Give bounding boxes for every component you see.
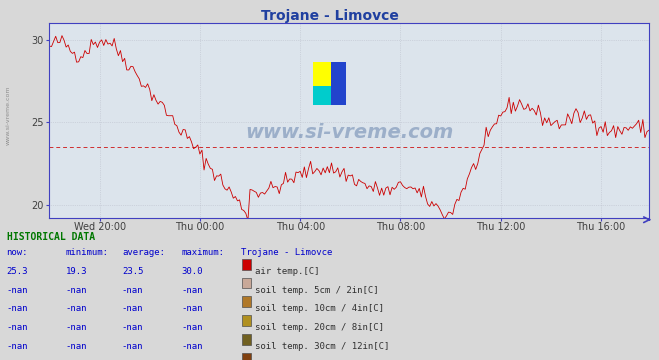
Text: -nan: -nan	[66, 342, 88, 351]
Text: -nan: -nan	[66, 323, 88, 332]
Text: minimum:: minimum:	[66, 248, 109, 257]
Text: -nan: -nan	[181, 342, 203, 351]
Text: -nan: -nan	[7, 323, 28, 332]
Text: 19.3: 19.3	[66, 267, 88, 276]
Text: HISTORICAL DATA: HISTORICAL DATA	[7, 232, 95, 242]
Text: Trojane - Limovce: Trojane - Limovce	[260, 9, 399, 23]
Text: -nan: -nan	[122, 304, 144, 313]
Text: soil temp. 30cm / 12in[C]: soil temp. 30cm / 12in[C]	[255, 342, 389, 351]
Text: -nan: -nan	[66, 304, 88, 313]
Text: -nan: -nan	[7, 304, 28, 313]
Text: www.si-vreme.com: www.si-vreme.com	[5, 85, 11, 145]
Text: 30.0: 30.0	[181, 267, 203, 276]
Text: average:: average:	[122, 248, 165, 257]
Text: air temp.[C]: air temp.[C]	[255, 267, 320, 276]
Text: -nan: -nan	[122, 323, 144, 332]
Bar	[313, 86, 331, 105]
Text: soil temp. 5cm / 2in[C]: soil temp. 5cm / 2in[C]	[255, 285, 379, 294]
Text: now:: now:	[7, 248, 28, 257]
Text: -nan: -nan	[181, 304, 203, 313]
Text: 25.3: 25.3	[7, 267, 28, 276]
Text: 23.5: 23.5	[122, 267, 144, 276]
Text: -nan: -nan	[7, 285, 28, 294]
Text: -nan: -nan	[7, 342, 28, 351]
Bar	[313, 62, 331, 86]
Text: -nan: -nan	[66, 285, 88, 294]
Text: www.si-vreme.com: www.si-vreme.com	[245, 123, 453, 142]
Text: maximum:: maximum:	[181, 248, 224, 257]
Text: soil temp. 20cm / 8in[C]: soil temp. 20cm / 8in[C]	[255, 323, 384, 332]
Text: soil temp. 10cm / 4in[C]: soil temp. 10cm / 4in[C]	[255, 304, 384, 313]
Text: Trojane - Limovce: Trojane - Limovce	[241, 248, 332, 257]
Bar	[331, 62, 346, 105]
Text: -nan: -nan	[122, 285, 144, 294]
Text: -nan: -nan	[181, 285, 203, 294]
Text: -nan: -nan	[122, 342, 144, 351]
Text: -nan: -nan	[181, 323, 203, 332]
